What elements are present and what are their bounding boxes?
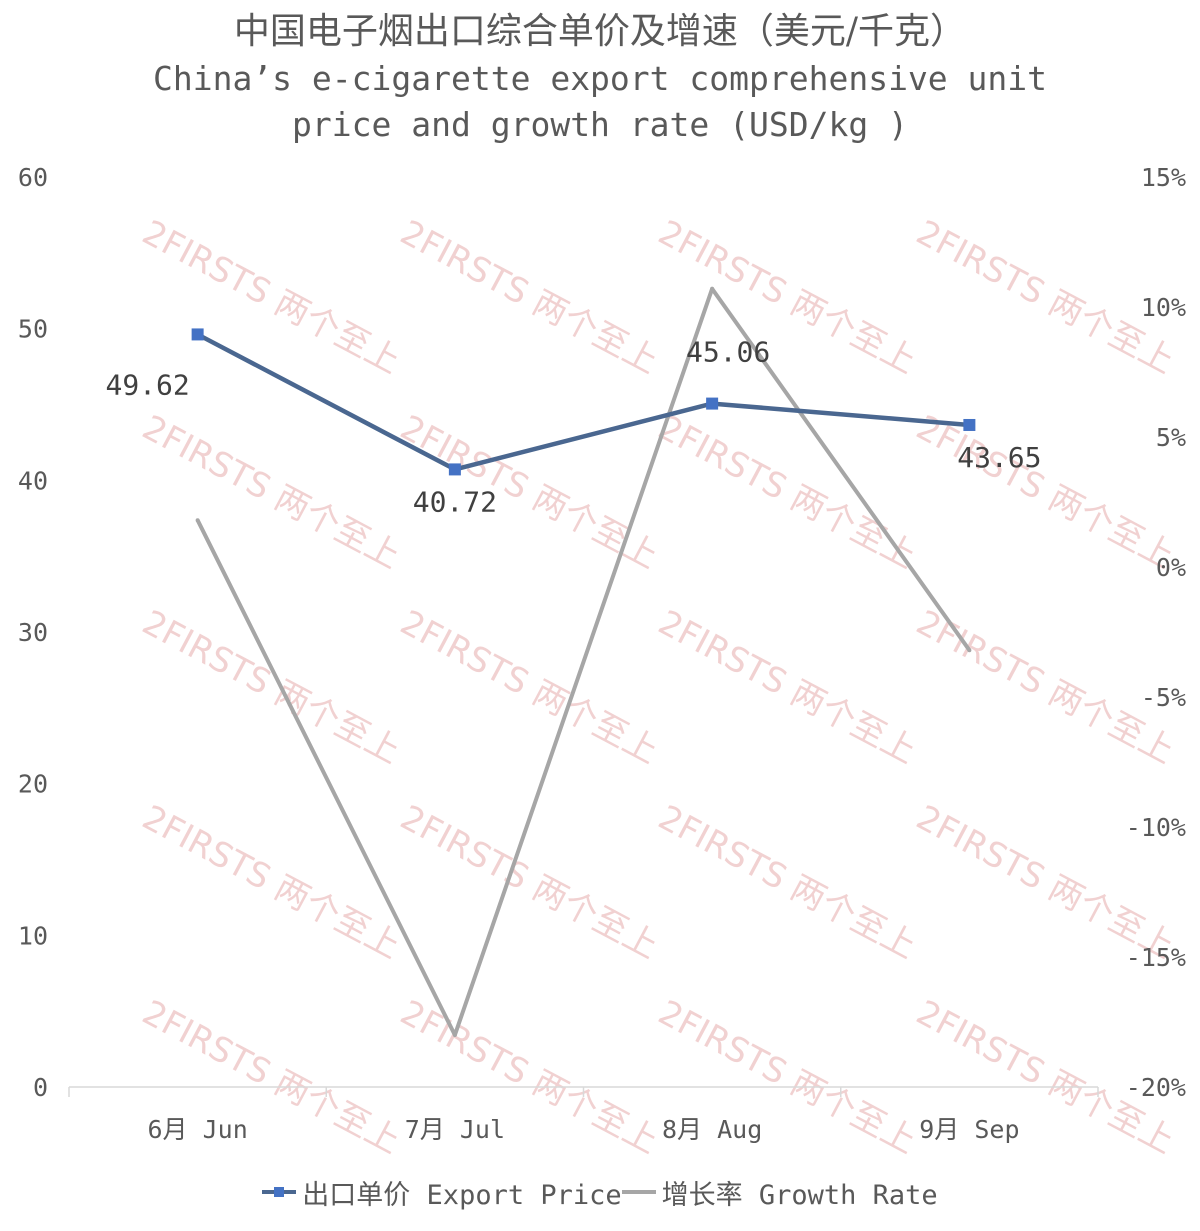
export-price-marker-0 [191, 328, 204, 341]
chart-title: 中国电子烟出口综合单价及增速（美元/千克） China’s e-cigarett… [0, 8, 1200, 148]
growth-rate-point-3 [967, 648, 972, 653]
export-price-data-label-2: 45.06 [686, 336, 770, 369]
y-left-tick-label-0: 0 [33, 1073, 48, 1102]
y-right-tick-label-2: -10% [1126, 813, 1186, 842]
export-price-marker-2 [706, 397, 719, 410]
x-tick-label-3: 9月 Sep [919, 1115, 1019, 1144]
chart-title-chinese: 中国电子烟出口综合单价及增速（美元/千克） [233, 11, 967, 52]
watermark-2-1: 2FIRSTS 两个至上 [394, 603, 665, 772]
watermark-1-2: 2FIRSTS 两个至上 [652, 408, 923, 577]
legend-label-export-price: 出口单价 Export Price [302, 1179, 622, 1211]
y-left-tick-label-4: 40 [18, 466, 48, 495]
y-right-tick-label-1: -15% [1126, 943, 1186, 972]
x-tick-label-2: 8月 Aug [662, 1115, 762, 1144]
legend-label-growth-rate: 增长率 Growth Rate [661, 1179, 938, 1211]
growth-rate-line [195, 286, 972, 1037]
watermark-0-1: 2FIRSTS 两个至上 [394, 213, 665, 382]
export-price-data-label-1: 40.72 [413, 485, 497, 518]
y-left-tick-label-3: 30 [18, 618, 48, 647]
legend-item-growth-rate: 增长率 Growth Rate [621, 1172, 938, 1212]
x-tick-label-1: 7月 Jul [405, 1115, 505, 1144]
growth-rate-legend-icon [621, 1172, 656, 1212]
x-tick-label-0: 6月 Jun [147, 1115, 247, 1144]
y-left-tick-label-2: 20 [18, 770, 48, 799]
watermark-0-0: 2FIRSTS 两个至上 [136, 213, 407, 382]
y-right-tick-label-6: 10% [1141, 293, 1186, 322]
watermark-1-3: 2FIRSTS 两个至上 [910, 408, 1181, 577]
y-right-tick-label-3: -5% [1141, 683, 1186, 712]
y-left-tick-label-6: 60 [18, 163, 48, 192]
legend: 出口单价 Export Price 增长率 Growth Rate [0, 1172, 1200, 1212]
y-right-tick-label-4: 0% [1156, 553, 1186, 582]
watermark-3-2: 2FIRSTS 两个至上 [652, 798, 923, 967]
y-right-tick-label-7: 15% [1141, 163, 1186, 192]
export-price-marker-3 [963, 418, 976, 431]
watermark-2-2: 2FIRSTS 两个至上 [652, 603, 923, 772]
y-right-tick-label-5: 5% [1156, 423, 1186, 452]
y-left-tick-label-5: 50 [18, 315, 48, 344]
label-layer: 49.62 40.72 45.06 43.65 [105, 336, 1041, 519]
export-price-data-label-3: 43.65 [957, 441, 1041, 474]
export-price-legend-icon [262, 1172, 297, 1212]
legend-item-export-price: 出口单价 Export Price [262, 1172, 622, 1212]
y-right-tick-label-0: -20% [1126, 1073, 1186, 1102]
growth-rate-point-1 [452, 1033, 457, 1037]
growth-rate-point-2 [710, 286, 715, 291]
watermark-1-0: 2FIRSTS 两个至上 [136, 408, 407, 577]
series-layer [191, 286, 976, 1037]
axes-layer: 6月 Jun 7月 Jul 8月 Aug 9月 Sep 0 10 20 30 40 50 60 -20… [18, 163, 1186, 1144]
chart-title-english: China’s e-cigarette export comprehensive… [152, 59, 1048, 144]
export-price-data-label-0: 49.62 [105, 368, 189, 401]
export-price-marker-1 [448, 463, 461, 476]
growth-rate-point-0 [195, 518, 200, 523]
watermark-2-0: 2FIRSTS 两个至上 [136, 603, 407, 772]
watermark-3-0: 2FIRSTS 两个至上 [136, 798, 407, 967]
y-left-tick-label-1: 10 [18, 921, 48, 950]
export-price-line [196, 332, 970, 472]
